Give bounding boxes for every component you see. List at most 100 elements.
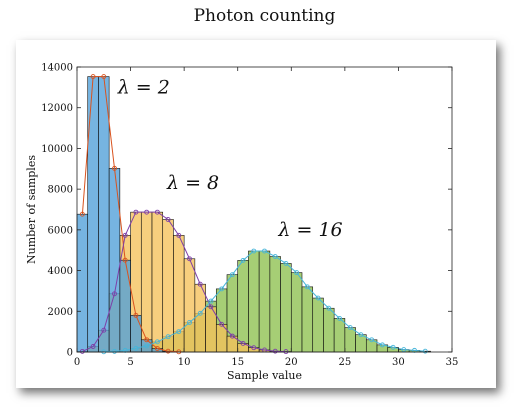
- series-annotation: λ = 8: [166, 172, 219, 194]
- series-point: [422, 348, 428, 354]
- y-tick-label: 12000: [41, 103, 73, 114]
- bar: [162, 219, 174, 353]
- series-point: [347, 325, 353, 331]
- bars-layer: [76, 67, 452, 353]
- y-tick-label: 14000: [41, 63, 73, 74]
- labels-layer: Sample value Number of samples λ = 2 λ = 8 λ…: [25, 76, 343, 382]
- series-point: [240, 257, 246, 263]
- series-point: [144, 209, 150, 215]
- series-point: [337, 315, 342, 321]
- series-point: [133, 209, 139, 215]
- series-point: [90, 74, 96, 80]
- series-point: [219, 321, 225, 327]
- bar: [98, 76, 110, 353]
- series-point: [112, 348, 117, 354]
- bar: [173, 235, 185, 353]
- series-point: [144, 337, 150, 343]
- series-line: [103, 250, 426, 353]
- series-point: [283, 349, 289, 355]
- series-point: [133, 345, 139, 351]
- axes-layer: 0 5 10 15 20 25 30 35 0 2000 4000 6000 8000 10000 1200…: [41, 63, 458, 369]
- bar: [183, 258, 196, 353]
- series-line: [81, 76, 179, 353]
- bar: [237, 260, 249, 353]
- series-point: [154, 339, 160, 345]
- series-point: [197, 310, 203, 316]
- bar: [248, 250, 260, 353]
- bar: [108, 168, 121, 353]
- series-point: [272, 254, 278, 259]
- series-point: [240, 341, 246, 346]
- bar: [344, 327, 356, 353]
- x-tick-label: 15: [231, 357, 244, 368]
- series-point: [133, 312, 139, 318]
- series-annotation: λ = 16: [277, 219, 342, 241]
- chart-card: 0 5 10 15 20 25 30 35 0 2000 4000 6000 8000 10000 1200…: [16, 40, 496, 388]
- axis-frame: [76, 66, 453, 353]
- histogram-chart: 0 5 10 15 20 25 30 35 0 2000 4000 6000 8000 10000 1200…: [25, 63, 458, 383]
- series-point: [165, 334, 171, 340]
- series-point: [112, 165, 117, 171]
- x-tick-label: 30: [392, 357, 405, 368]
- series-point: [283, 260, 289, 266]
- bar: [258, 250, 271, 353]
- bar: [269, 256, 281, 353]
- series-point: [219, 286, 225, 292]
- bar: [333, 318, 346, 353]
- bar: [312, 297, 324, 353]
- series-point: [165, 217, 171, 222]
- series-point: [79, 211, 85, 217]
- series-point: [358, 332, 364, 338]
- series-point: [326, 305, 332, 311]
- series-point: [90, 344, 96, 349]
- y-tick-label: 10000: [41, 144, 73, 155]
- series-point: [251, 248, 257, 254]
- x-axis-label: Sample value: [227, 369, 302, 382]
- bar: [151, 211, 164, 353]
- bar: [87, 76, 99, 353]
- series-point: [187, 320, 192, 325]
- bar: [290, 272, 303, 353]
- series-point: [369, 337, 375, 343]
- y-tick-label: 2000: [48, 307, 73, 318]
- series-point: [187, 256, 192, 262]
- x-tick-label: 0: [74, 357, 80, 368]
- series-point: [122, 257, 128, 263]
- x-tick-label: 20: [285, 357, 298, 368]
- bar: [280, 263, 292, 353]
- series-annotation: λ = 2: [117, 76, 170, 98]
- x-tick-label: 25: [338, 357, 351, 368]
- y-tick-label: 6000: [48, 225, 73, 236]
- series-point: [197, 281, 203, 287]
- page-title: Photon counting: [193, 6, 336, 26]
- x-tick-label: 10: [178, 357, 191, 368]
- y-tick-label: 8000: [48, 185, 73, 196]
- bar: [323, 307, 335, 353]
- series-point: [79, 348, 85, 354]
- series-point: [304, 284, 310, 290]
- series-point: [390, 344, 396, 350]
- bar: [355, 334, 367, 353]
- bar: [194, 283, 206, 353]
- series-point: [272, 348, 278, 354]
- series-point: [379, 342, 385, 348]
- series-point: [101, 327, 107, 333]
- bar: [76, 213, 89, 353]
- series-point: [154, 209, 160, 215]
- series-point: [229, 333, 235, 339]
- series-point: [122, 232, 128, 238]
- bar: [119, 259, 131, 353]
- y-tick-label: 4000: [48, 266, 73, 277]
- series-point: [176, 329, 182, 335]
- series-point: [112, 291, 117, 297]
- series-point: [262, 248, 267, 254]
- x-tick-label: 5: [127, 357, 133, 368]
- y-tick-label: 0: [67, 348, 73, 359]
- series-point: [229, 272, 235, 278]
- bar: [301, 286, 314, 353]
- series-point: [154, 346, 160, 351]
- series-point: [208, 298, 214, 304]
- series-point: [294, 270, 300, 276]
- series-point: [165, 348, 171, 354]
- lines-layer: [79, 74, 428, 355]
